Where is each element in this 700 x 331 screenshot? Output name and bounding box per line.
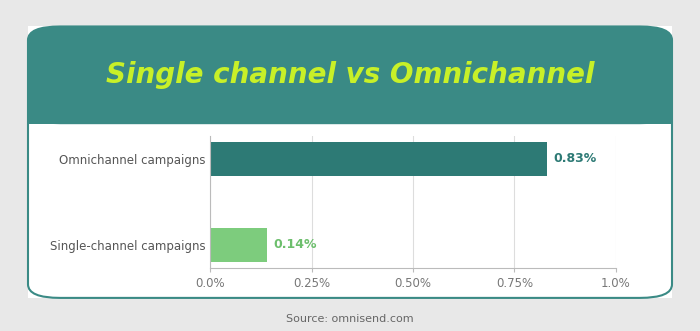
Text: Source: omnisend.com: Source: omnisend.com [286, 314, 414, 324]
Text: 0.14%: 0.14% [273, 238, 316, 252]
Bar [210, 142, 547, 176]
Text: 0.83%: 0.83% [553, 152, 596, 166]
Bar [210, 228, 267, 262]
Text: Single channel vs Omnichannel: Single channel vs Omnichannel [106, 61, 594, 89]
Text: Omnichannel order rate: Omnichannel order rate [256, 139, 444, 153]
FancyBboxPatch shape [28, 26, 672, 124]
Bar [28, 75, 672, 124]
FancyBboxPatch shape [28, 26, 672, 298]
